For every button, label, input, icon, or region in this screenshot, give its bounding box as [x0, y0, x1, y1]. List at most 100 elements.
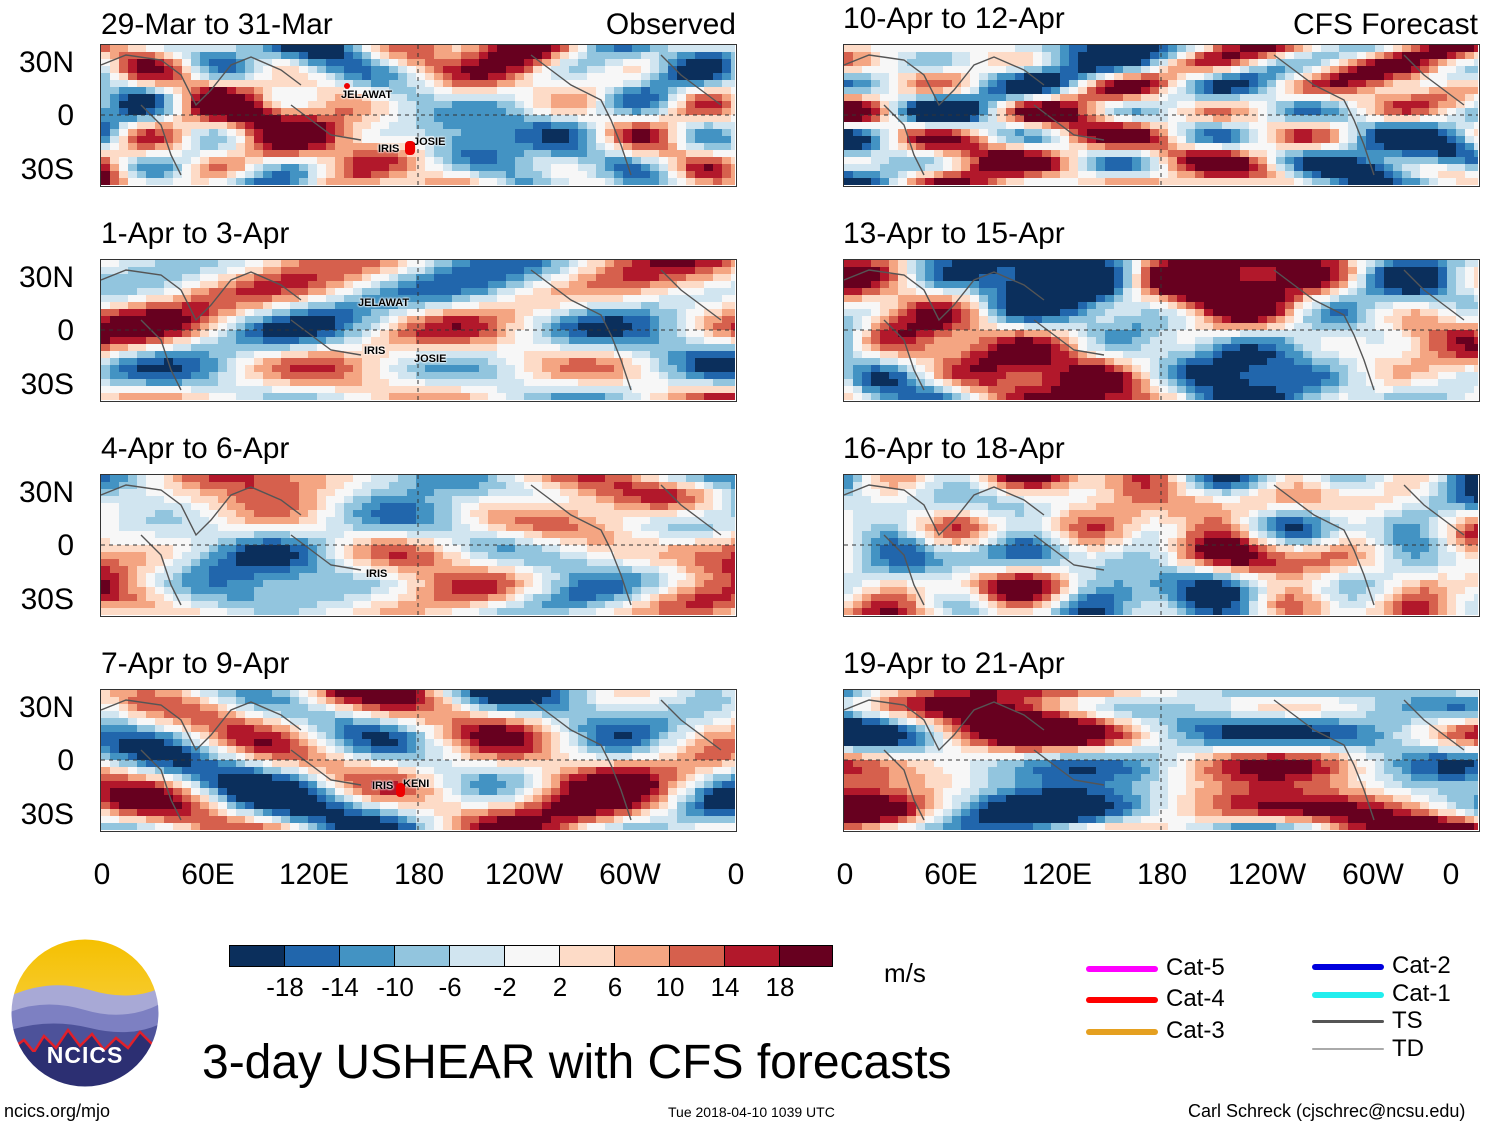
field-cell: [677, 573, 687, 581]
field-cell: [371, 690, 381, 698]
field-cell: [641, 580, 651, 588]
field-cell: [389, 267, 399, 275]
field-cell: [578, 365, 588, 373]
field-cell: [101, 302, 111, 310]
field-cell: [632, 552, 642, 560]
field-cell: [173, 143, 183, 151]
field-cell: [173, 274, 183, 282]
field-cell: [398, 510, 408, 518]
field-cell: [290, 87, 300, 95]
field-cell: [254, 108, 264, 116]
field-cell: [344, 267, 354, 275]
field-cell: [335, 489, 345, 497]
field-cell: [479, 732, 489, 740]
field-cell: [191, 164, 201, 172]
field-cell: [110, 386, 120, 394]
field-cell: [146, 475, 156, 483]
field-cell: [263, 274, 273, 282]
field-cell: [344, 739, 354, 747]
field-cell: [137, 475, 147, 483]
field-cell: [119, 386, 129, 394]
field-cell: [119, 73, 129, 81]
field-cell: [614, 704, 624, 712]
field-cell: [137, 295, 147, 303]
field-cell: [353, 552, 363, 560]
field-cell: [272, 601, 282, 609]
field-cell: [650, 718, 660, 726]
field-cell: [353, 711, 363, 719]
field-cell: [443, 330, 453, 338]
field-cell: [677, 150, 687, 158]
field-cell: [227, 538, 237, 546]
field-cell: [524, 594, 534, 602]
field-cell: [362, 753, 372, 761]
field-cell: [425, 580, 435, 588]
field-cell: [722, 718, 732, 726]
field-cell: [461, 288, 471, 296]
field-cell: [335, 52, 345, 60]
field-cell: [623, 274, 633, 282]
field-cell: [308, 164, 318, 172]
field-cell: [272, 171, 282, 179]
field-cell: [551, 309, 561, 317]
field-cell: [227, 143, 237, 151]
field-cell: [245, 288, 255, 296]
field-cell: [200, 150, 210, 158]
field-cell: [425, 496, 435, 504]
field-cell: [209, 260, 219, 268]
field-cell: [218, 330, 228, 338]
field-cell: [200, 136, 210, 144]
field-cell: [326, 59, 336, 67]
field-cell: [614, 524, 624, 532]
field-cell: [137, 358, 147, 366]
field-cell: [659, 101, 669, 109]
field-cell: [353, 164, 363, 172]
field-cell: [272, 323, 282, 331]
field-cell: [407, 295, 417, 303]
field-cell: [155, 524, 165, 532]
field-cell: [650, 510, 660, 518]
field-cell: [722, 281, 732, 289]
field-cell: [317, 517, 327, 525]
field-cell: [398, 697, 408, 705]
field-cell: [110, 559, 120, 567]
field-cell: [182, 274, 192, 282]
field-cell: [506, 178, 516, 185]
field-cell: [362, 267, 372, 275]
field-cell: [479, 309, 489, 317]
field-cell: [236, 608, 246, 615]
field-cell: [461, 178, 471, 185]
field-cell: [362, 524, 372, 532]
field-cell: [560, 45, 570, 53]
field-cell: [137, 351, 147, 359]
field-cell: [245, 482, 255, 490]
field-cell: [101, 746, 111, 754]
field-cell: [371, 52, 381, 60]
field-cell: [146, 52, 156, 60]
field-cell: [101, 559, 111, 567]
field-cell: [416, 704, 426, 712]
field-cell: [290, 73, 300, 81]
field-cell: [353, 129, 363, 137]
field-cell: [245, 171, 255, 179]
field-cell: [479, 559, 489, 567]
field-cell: [497, 753, 507, 761]
field-cell: [173, 344, 183, 352]
field-cell: [641, 573, 651, 581]
field-cell: [254, 136, 264, 144]
field-cell: [398, 559, 408, 567]
field-cell: [632, 45, 642, 53]
field-cell: [101, 482, 111, 490]
field-cell: [722, 496, 732, 504]
field-cell: [272, 573, 282, 581]
field-cell: [227, 545, 237, 553]
field-cell: [335, 150, 345, 158]
field-cell: [659, 718, 669, 726]
field-cell: [677, 704, 687, 712]
field-cell: [668, 517, 678, 525]
field-cell: [335, 732, 345, 740]
field-cell: [506, 732, 516, 740]
field-cell: [155, 73, 165, 81]
field-cell: [596, 136, 606, 144]
field-cell: [722, 59, 732, 67]
